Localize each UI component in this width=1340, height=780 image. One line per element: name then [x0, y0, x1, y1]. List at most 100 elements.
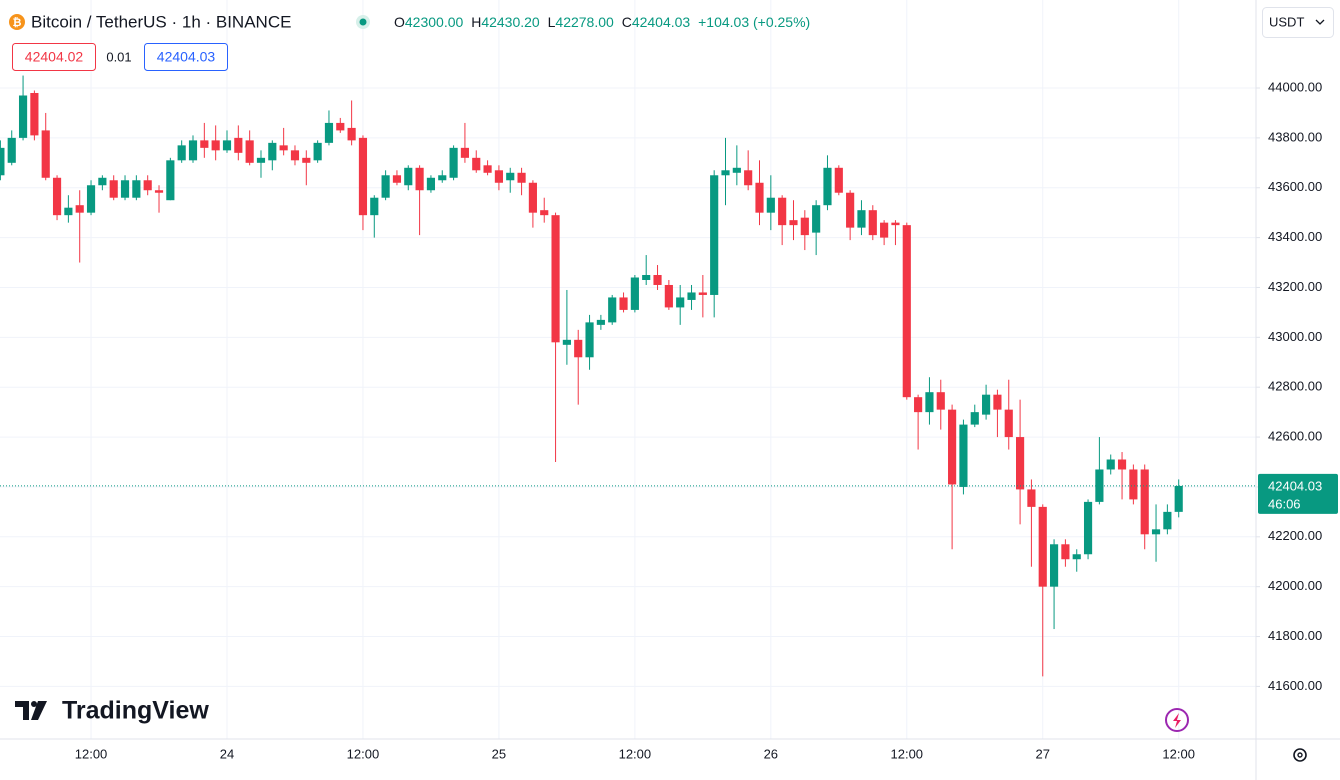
candle-body [494, 170, 503, 183]
candle-body [143, 180, 152, 191]
grid-layer [0, 0, 1256, 739]
candle-body [1095, 469, 1104, 502]
candle-body [438, 175, 447, 181]
candle-body [472, 157, 481, 171]
candle-body [336, 122, 345, 131]
candle-body [687, 292, 696, 300]
candle-body [75, 205, 84, 213]
candle-body [653, 275, 662, 285]
y-tick-label: 42200.00 [1268, 528, 1322, 543]
candle-body [778, 197, 787, 226]
candle-body [1106, 459, 1115, 470]
ohlc-legend: O42300.00 H42430.20 L42278.00 C42404.03 … [394, 14, 810, 30]
candle-body [596, 319, 605, 325]
candle-body [732, 167, 741, 173]
news-icon[interactable] [1165, 708, 1189, 732]
buy-button[interactable] [144, 43, 228, 71]
candle-body [290, 150, 300, 161]
candle-body [483, 165, 492, 173]
ohlc-value: 42278.00 [555, 14, 614, 30]
candle-body [642, 275, 651, 280]
x-tick-label: 27 [1036, 746, 1050, 761]
candle-body [880, 222, 889, 238]
candle-body [211, 140, 220, 151]
candle-body [98, 177, 107, 186]
candle-body [562, 339, 571, 345]
logo-mark [15, 701, 29, 720]
candle-body [222, 140, 232, 151]
candle-body [392, 175, 402, 183]
candle-body [823, 167, 832, 206]
candle-body [925, 392, 934, 413]
y-tick-label: 42600.00 [1268, 429, 1322, 444]
y-tick-label: 43000.00 [1268, 329, 1322, 344]
candle-body [1016, 437, 1025, 490]
symbol-title[interactable]: Bitcoin / TetherUS · 1h · BINANCE [31, 12, 291, 31]
candle-body [1061, 544, 1070, 560]
logo-text: TradingView [62, 697, 209, 725]
ohlc-label: O [394, 14, 405, 30]
candle-body [902, 225, 911, 398]
logo-mark [31, 701, 47, 720]
candle-body [41, 130, 50, 178]
candle-body [0, 147, 5, 176]
candle-body [970, 412, 979, 425]
candle-body [993, 394, 1002, 410]
settings-icon[interactable] [1293, 748, 1307, 762]
y-tick-label: 43400.00 [1268, 229, 1322, 244]
candle-body [415, 167, 424, 191]
candle-body [1140, 469, 1149, 535]
y-tick-label: 42800.00 [1268, 379, 1322, 394]
candle-body [676, 297, 685, 308]
x-tick-label: 12:00 [75, 746, 108, 761]
market-status-dot [359, 18, 367, 26]
candle-body [154, 190, 164, 193]
candle-body [234, 137, 243, 153]
candle-body [755, 182, 764, 213]
candle-body [381, 175, 390, 198]
candle-body [744, 170, 753, 186]
candle-body [574, 339, 583, 358]
candle-body [891, 222, 900, 226]
change-value: +104.03 (+0.25%) [698, 14, 810, 30]
candle-body [1174, 485, 1183, 512]
candle-body [347, 127, 356, 141]
candle-body [358, 137, 368, 216]
candle-body [7, 137, 16, 163]
candle-body [449, 147, 458, 178]
ohlc-value: 42404.03 [632, 14, 691, 30]
candle-body [52, 177, 62, 216]
coin-icon [9, 14, 25, 30]
candle-body [698, 292, 707, 295]
candle-body [279, 145, 288, 151]
candle-body [982, 394, 991, 415]
candle-body [1083, 501, 1093, 555]
last-price-label: 42404.03 [1268, 478, 1322, 493]
countdown-label: 46:06 [1268, 496, 1301, 511]
candle-body [1163, 511, 1172, 530]
overlay-layer: 41600.0041800.0042000.0042200.0042400.00… [0, 79, 1338, 761]
candle-body [1072, 554, 1081, 560]
candle-body [834, 167, 843, 193]
candle-body [1151, 529, 1161, 535]
x-tick-label: 26 [764, 746, 778, 761]
candle-body [766, 197, 775, 213]
candle-body [936, 392, 945, 410]
x-tick-label: 25 [492, 746, 506, 761]
candle-body [188, 140, 198, 161]
currency-button[interactable] [1262, 7, 1334, 38]
y-tick-label: 41800.00 [1268, 628, 1322, 643]
candle-body [245, 140, 254, 163]
x-tick-label: 12:00 [619, 746, 652, 761]
sell-price: 42404.02 [25, 49, 84, 65]
candle-body [166, 160, 175, 201]
candle-body [86, 185, 96, 213]
candle-body [109, 180, 118, 198]
sell-button[interactable] [12, 43, 96, 71]
candle-body [812, 205, 821, 233]
candle-body [710, 175, 719, 295]
x-tick-label: 12:00 [1162, 746, 1195, 761]
candle-body [1049, 544, 1059, 587]
candle-body [800, 217, 809, 236]
